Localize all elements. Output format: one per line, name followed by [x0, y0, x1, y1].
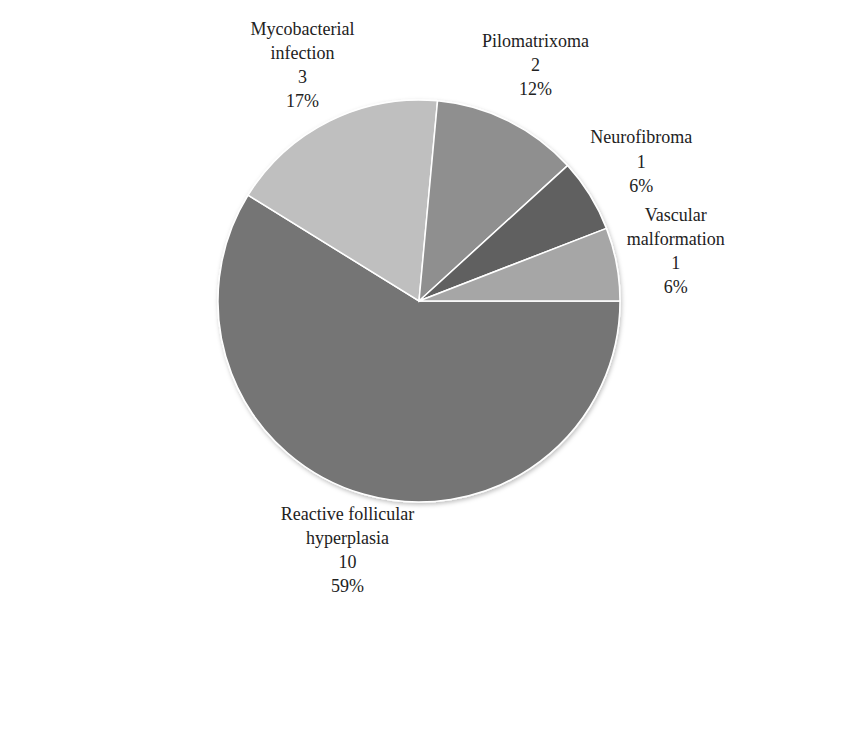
data-labels: Reactive follicular hyperplasia 10 59% Mycob… — [251, 19, 725, 596]
category-label: Vascular malformation — [627, 205, 725, 249]
category-label: Reactive follicular hyperplasia — [281, 504, 414, 548]
category-label: Neurofibroma — [590, 128, 692, 148]
pie-slice — [419, 228, 620, 301]
category-label: Pilomatrixoma — [482, 31, 589, 51]
category-label-line: malformation — [627, 229, 725, 249]
category-label-line: Vascular — [645, 205, 707, 225]
category-label-line: infection — [271, 43, 335, 63]
percentage-label: 6% — [664, 277, 688, 297]
category-label-line: Neurofibroma — [590, 128, 692, 148]
chart: Reactive follicular hyperplasia 10 59% Mycob… — [0, 0, 854, 734]
category-label-line: Pilomatrixoma — [482, 31, 589, 51]
value-label: 3 — [298, 67, 307, 87]
category-label-line: Mycobacterial — [251, 19, 355, 39]
value-label: 2 — [531, 55, 540, 75]
value-label: 1 — [637, 152, 646, 172]
pie-slice — [248, 100, 437, 301]
percentage-label: 59% — [331, 576, 364, 596]
category-label-line: Reactive follicular — [281, 504, 414, 524]
percentage-label: 12% — [519, 79, 552, 99]
pie — [218, 100, 620, 502]
percentage-label: 17% — [286, 91, 319, 111]
value-label: 10 — [338, 552, 356, 572]
category-label: Mycobacterial infection — [251, 19, 355, 63]
value-label: 1 — [671, 253, 680, 273]
category-label-line: hyperplasia — [306, 528, 389, 548]
percentage-label: 6% — [629, 176, 653, 196]
